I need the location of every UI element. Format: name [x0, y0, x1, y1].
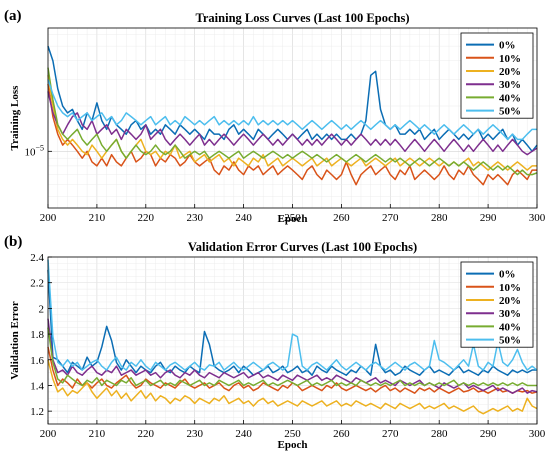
y-tick-label: 1.8 [30, 329, 44, 341]
x-tick-label: 250 [284, 212, 301, 224]
x-tick-label: 230 [186, 428, 203, 440]
y-tick-label: 10−5 [24, 143, 44, 158]
x-tick-label: 200 [40, 428, 57, 440]
y-tick-label: 1.4 [30, 380, 44, 392]
x-axis-label: Epoch [278, 439, 308, 451]
x-tick-label: 290 [480, 428, 497, 440]
legend-label: 20% [499, 295, 521, 307]
x-tick-label: 270 [382, 212, 399, 224]
series-group [47, 45, 538, 186]
panel-a: 200 210 220 230 240 250 260 270 280 290 30010−5Tra… [4, 8, 546, 225]
x-tick-label: 270 [382, 428, 399, 440]
series-line-30pct [47, 91, 538, 156]
series-line-40pct [47, 67, 538, 176]
x-tick-label: 240 [235, 428, 252, 440]
y-tick-label: 2.4 [30, 252, 44, 264]
x-tick-label: 300 [529, 428, 546, 440]
chart-title: Training Loss Curves (Last 100 Epochs) [195, 11, 409, 25]
series-line-30pct [47, 318, 538, 394]
legend-label: 10% [499, 282, 521, 294]
legend: 0%10%20%30%40% 50% [460, 32, 534, 119]
series-line-50pct [47, 79, 537, 141]
legend-label: 10% [499, 53, 521, 65]
legend-label: 0% [499, 40, 516, 52]
x-tick-label: 240 [235, 212, 252, 224]
legend-label: 50% [499, 106, 521, 118]
series-line-40pct [47, 327, 537, 387]
panel-label: (a) [4, 8, 22, 24]
series-line-20pct [47, 359, 538, 415]
legend-label: 50% [499, 335, 521, 347]
legend-label: 40% [499, 321, 521, 333]
chart-title: Validation Error Curves (Last 100 Epochs… [188, 240, 417, 254]
grid [47, 256, 538, 425]
series-line-50pct [47, 259, 538, 371]
legend-label: 0% [499, 269, 516, 281]
y-tick-label: 2.2 [30, 278, 44, 290]
legend-box [460, 261, 534, 348]
y-axis-label: Validation Error [9, 301, 21, 380]
panel-label: (b) [4, 234, 22, 250]
y-tick-label: 1.6 [30, 355, 44, 367]
y-tick-label: 2 [39, 303, 45, 315]
legend-box [460, 32, 534, 119]
x-tick-label: 210 [89, 212, 106, 224]
x-tick-label: 250 [284, 428, 301, 440]
x-axis-label: Epoch [278, 213, 308, 225]
y-tick-label: 1.2 [30, 406, 44, 418]
y-axis-label: Training Loss [9, 85, 21, 151]
legend-label: 30% [499, 79, 521, 91]
legend-label: 30% [499, 308, 521, 320]
series-group [47, 259, 538, 415]
x-tick-label: 220 [138, 428, 155, 440]
x-tick-label: 260 [333, 428, 350, 440]
legend: 0%10%20%30%40% 50% [460, 261, 534, 348]
x-tick-label: 300 [529, 212, 546, 224]
x-tick-label: 290 [480, 212, 497, 224]
x-tick-label: 280 [431, 428, 448, 440]
x-tick-label: 230 [186, 212, 203, 224]
x-tick-label: 280 [431, 212, 448, 224]
x-tick-label: 210 [89, 428, 106, 440]
x-tick-label: 220 [138, 212, 155, 224]
legend-label: 40% [499, 92, 521, 104]
panel-b: 200 210 220 230 240 250 260 270 280 290 300 1.2 1.4 1… [4, 234, 546, 451]
x-tick-label: 260 [333, 212, 350, 224]
x-tick-label: 200 [40, 212, 57, 224]
legend-label: 20% [499, 66, 521, 78]
